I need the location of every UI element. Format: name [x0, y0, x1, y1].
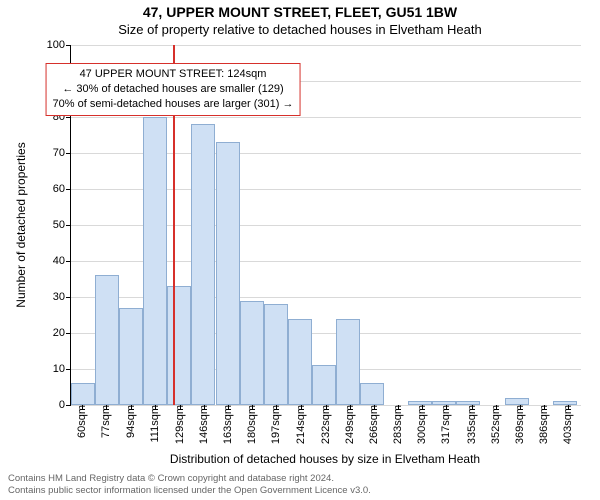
ytick-label: 0 [59, 399, 65, 411]
ytick-label: 100 [47, 39, 65, 51]
x-axis-label: Distribution of detached houses by size … [70, 452, 580, 466]
footer-line1: Contains HM Land Registry data © Crown c… [8, 473, 592, 485]
info-line: ← 30% of detached houses are smaller (12… [53, 82, 294, 97]
info-line: 70% of semi-detached houses are larger (… [53, 97, 294, 112]
xtick-label: 300sqm [416, 405, 428, 444]
xtick-label: 249sqm [344, 405, 356, 444]
xtick-label: 232sqm [320, 405, 332, 444]
xtick-label: 266sqm [368, 405, 380, 444]
footer-attribution: Contains HM Land Registry data © Crown c… [8, 473, 592, 497]
ytick-mark [66, 45, 71, 46]
histogram-bar [119, 308, 143, 405]
chart-title-line1: 47, UPPER MOUNT STREET, FLEET, GU51 1BW [0, 4, 600, 20]
xtick-label: 180sqm [246, 405, 258, 444]
ytick-label: 40 [53, 255, 65, 267]
histogram-bar [360, 383, 384, 405]
ytick-label: 60 [53, 183, 65, 195]
histogram-bar [240, 301, 264, 405]
xtick-label: 129sqm [174, 405, 186, 444]
xtick-label: 163sqm [222, 405, 234, 444]
xtick-label: 352sqm [490, 405, 502, 444]
property-size-chart: 47, UPPER MOUNT STREET, FLEET, GU51 1BW … [0, 0, 600, 500]
histogram-bar [191, 124, 215, 405]
ytick-mark [66, 117, 71, 118]
histogram-bar [167, 286, 191, 405]
histogram-bar [505, 398, 529, 405]
xtick-label: 60sqm [76, 405, 88, 438]
footer-line2: Contains public sector information licen… [8, 485, 592, 497]
subject-info-box: 47 UPPER MOUNT STREET: 124sqm← 30% of de… [46, 63, 301, 116]
histogram-bar [71, 383, 95, 405]
xtick-label: 403sqm [562, 405, 574, 444]
plot-area: 010203040506070809010060sqm77sqm94sqm111… [70, 45, 581, 406]
ytick-label: 10 [53, 363, 65, 375]
y-axis-label: Number of detached properties [14, 142, 28, 307]
ytick-label: 50 [53, 219, 65, 231]
xtick-label: 197sqm [270, 405, 282, 444]
xtick-label: 369sqm [514, 405, 526, 444]
ytick-mark [66, 189, 71, 190]
xtick-label: 317sqm [440, 405, 452, 444]
info-line: 47 UPPER MOUNT STREET: 124sqm [53, 67, 294, 82]
gridline [71, 45, 581, 46]
histogram-bar [143, 117, 167, 405]
histogram-bar [336, 319, 360, 405]
ytick-mark [66, 153, 71, 154]
xtick-label: 77sqm [100, 405, 112, 438]
histogram-bar [264, 304, 288, 405]
xtick-label: 94sqm [125, 405, 137, 438]
xtick-label: 111sqm [149, 405, 161, 443]
histogram-bar [95, 275, 119, 405]
xtick-label: 283sqm [392, 405, 404, 444]
histogram-bar [216, 142, 240, 405]
xtick-label: 386sqm [538, 405, 550, 444]
xtick-label: 335sqm [466, 405, 478, 444]
ytick-mark [66, 333, 71, 334]
xtick-label: 146sqm [198, 405, 210, 444]
ytick-label: 70 [53, 147, 65, 159]
ytick-mark [66, 225, 71, 226]
ytick-mark [66, 297, 71, 298]
ytick-label: 30 [53, 291, 65, 303]
histogram-bar [312, 365, 336, 405]
chart-title-line2: Size of property relative to detached ho… [0, 22, 600, 37]
histogram-bar [288, 319, 312, 405]
xtick-label: 214sqm [295, 405, 307, 444]
ytick-mark [66, 369, 71, 370]
ytick-label: 20 [53, 327, 65, 339]
ytick-mark [66, 261, 71, 262]
ytick-mark [66, 405, 71, 406]
